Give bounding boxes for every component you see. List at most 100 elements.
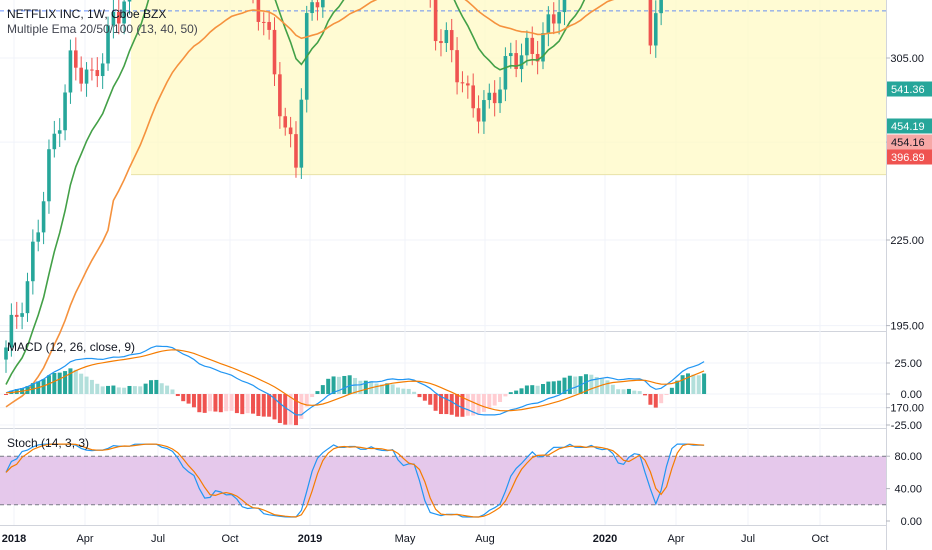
ema-fast-line: [5, 0, 586, 385]
macd-histogram-bar: [524, 385, 529, 394]
macd-histogram-bar: [89, 379, 94, 394]
candle-body: [267, 21, 271, 30]
macd-histogram-bar: [342, 375, 347, 394]
stoch-legend: Stoch (14, 3, 3): [7, 436, 90, 450]
macd-histogram-bar: [100, 386, 105, 394]
candle: [433, 0, 438, 51]
candle: [31, 229, 35, 295]
macd-histogram-bar: [685, 373, 690, 394]
candle-body: [20, 313, 24, 317]
macd-histogram-bar: [148, 380, 153, 394]
price-labels: 541.36 454.19 454.16 396.89: [887, 81, 932, 165]
candle-body: [283, 116, 288, 128]
candle-body: [116, 11, 121, 24]
candle: [471, 73, 475, 118]
macd-histogram-bar: [379, 384, 384, 394]
macd-histogram-bar: [186, 394, 191, 404]
macd-histogram-bar: [514, 390, 519, 394]
candle: [106, 16, 110, 71]
macd-histogram-bar: [299, 394, 304, 419]
macd-histogram-bar: [508, 392, 513, 394]
macd-histogram-bar: [4, 394, 8, 395]
macd-histogram-bar: [492, 394, 497, 406]
macd-histogram-bar: [240, 394, 245, 415]
indicator-series: [0, 345, 886, 518]
candle-body: [460, 82, 465, 84]
candle-body: [648, 0, 653, 46]
macd-histogram-bar: [433, 394, 438, 411]
macd-histogram-bar: [138, 386, 143, 394]
macd-histogram-bar: [465, 394, 470, 416]
macd-histogram-bar: [245, 394, 250, 414]
time-tick-label: Aug: [475, 533, 495, 545]
candle-body: [439, 41, 443, 44]
macd-histogram-bar: [487, 394, 492, 409]
candle: [444, 22, 449, 52]
candle-body: [111, 11, 116, 26]
macd-histogram-bar: [353, 377, 358, 394]
candle: [455, 37, 459, 95]
time-tick-label: Jul: [741, 533, 755, 545]
candle-body: [36, 232, 41, 242]
candle-body: [514, 53, 518, 70]
macd-histogram-bar: [648, 394, 653, 405]
macd-histogram-bar: [310, 394, 315, 398]
candle-body: [74, 50, 78, 68]
candle: [449, 18, 454, 63]
macd-histogram-bar: [224, 394, 229, 412]
macd-histogram-bar: [293, 394, 298, 426]
price-label-target: 541.36: [891, 84, 925, 96]
candle-body: [659, 0, 663, 14]
candle: [63, 84, 67, 141]
candle: [299, 88, 304, 179]
macd-histogram-bar: [122, 387, 127, 394]
candle-body: [310, 2, 314, 14]
macd-tick-label: 25.00: [894, 358, 922, 370]
candle: [100, 53, 105, 89]
macd-histogram-bar: [594, 376, 599, 394]
candle-body: [63, 92, 67, 131]
price-tick-label: 195.00: [890, 321, 924, 333]
time-tick-label: May: [395, 533, 416, 545]
time-tick-label: 2020: [593, 533, 617, 545]
macd-histogram-bar: [557, 380, 562, 394]
candle-body: [52, 133, 57, 150]
chart-title: NETFLIX INC, 1W, Cboe BZX: [7, 7, 167, 21]
candle-body: [455, 50, 459, 83]
candle: [25, 272, 30, 322]
candle: [482, 90, 486, 134]
candle: [562, 0, 567, 26]
candle-body: [525, 37, 529, 56]
time-axis[interactable]: 2018 Apr Jul Oct 2019 May Aug 2020 Apr Jul Oct: [2, 533, 829, 545]
macd-histogram-bar: [143, 383, 148, 394]
candle: [551, 2, 556, 35]
macd-histogram-bar: [669, 387, 674, 394]
candle: [315, 0, 320, 21]
candle: [283, 107, 288, 136]
macd-histogram-bar: [197, 394, 202, 413]
price-label-entry: 454.16: [891, 137, 925, 149]
macd-histogram-bar: [234, 394, 239, 414]
price-label-box: [887, 118, 932, 134]
candle-body: [315, 2, 320, 8]
macd-histogram-bar: [336, 376, 341, 394]
macd-histogram-bar: [605, 380, 610, 394]
stoch-d-line: [5, 443, 705, 518]
time-tick-label: 2018: [2, 533, 26, 545]
macd-histogram-bar: [503, 394, 508, 397]
macd-histogram-bar: [385, 383, 390, 394]
candle-body: [321, 0, 325, 8]
macd-histogram-bar: [428, 394, 433, 405]
candle: [111, 0, 116, 39]
candle-body: [546, 14, 551, 34]
price-tick-label: 305.00: [890, 53, 924, 65]
macd-histogram-bar: [283, 394, 288, 425]
candle-body: [25, 281, 30, 314]
macd-tick-label: -25.00: [891, 420, 922, 432]
macd-histogram-bar: [175, 394, 180, 397]
macd-histogram-bar: [272, 394, 277, 420]
candle-body: [444, 30, 449, 44]
macd-histogram-bar: [326, 378, 331, 394]
candle: [535, 40, 540, 75]
